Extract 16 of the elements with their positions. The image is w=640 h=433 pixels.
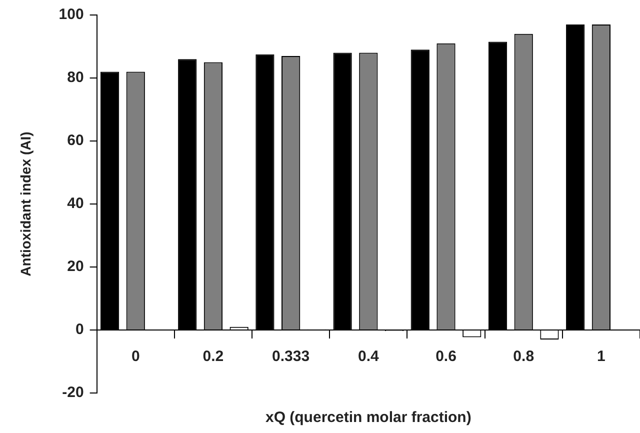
y-axis-title: Antioxidant index (AI) [17, 132, 34, 276]
y-tick-label: 20 [67, 258, 84, 276]
y-tick-label: -20 [62, 384, 84, 402]
y-tick-label: 0 [75, 321, 84, 338]
x-tick-label: 0.4 [358, 348, 380, 366]
y-tick-label: 80 [67, 69, 84, 86]
y-tick-label: 40 [67, 195, 84, 212]
x-tick-label: 0.333 [272, 348, 310, 366]
y-tick-label: 100 [58, 6, 84, 24]
x-tick-label: 0 [131, 348, 140, 366]
x-tick-label: 0.8 [513, 348, 534, 366]
y-tick-label: 60 [67, 132, 84, 150]
x-axis-title: xQ (quercetin molar fraction) [265, 409, 472, 426]
x-tick-label: 1 [597, 348, 606, 366]
x-tick-label: 0.6 [436, 348, 456, 366]
x-tick-label: 0.2 [202, 348, 224, 366]
